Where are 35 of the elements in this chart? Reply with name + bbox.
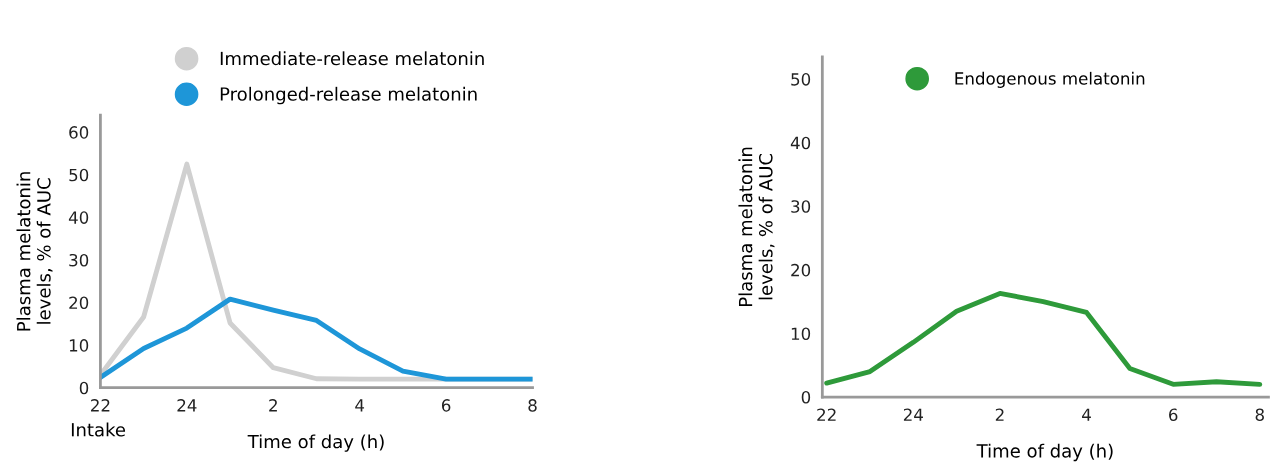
x-tick-label: 4: [355, 399, 365, 412]
y-tick-label: 20: [791, 263, 811, 277]
x-tick-label: 8: [528, 399, 537, 412]
x-axis-title: Time of day (h): [976, 443, 1113, 462]
y-axis-title: Plasma melatonin levels, % of AUC: [16, 172, 53, 331]
x-tick-label: 22: [817, 408, 836, 421]
y-tick-label: 0: [79, 381, 89, 395]
legend-label: Endogenous melatonin: [955, 71, 1145, 88]
x-tick-label: 6: [1169, 408, 1178, 422]
x-tick-label: 6: [441, 399, 451, 412]
y-tick-label: 50: [791, 73, 811, 86]
y-tick-label: 10: [69, 339, 89, 352]
x-tick-label: 2: [269, 399, 277, 412]
legend-label: Immediate-release melatonin: [220, 51, 484, 66]
y-tick-label: 0: [801, 390, 811, 404]
text: Intake: [71, 422, 126, 437]
x-tick-label: 4: [1082, 408, 1091, 421]
x-tick-label: 24: [177, 399, 197, 412]
x-tick-label: 24: [903, 408, 923, 421]
y-tick-label: 60: [69, 126, 89, 139]
line-series: [100, 296, 533, 382]
y-tick-label: 50: [69, 168, 89, 182]
y-tick-label: 10: [791, 327, 811, 341]
y-axis-title: Plasma melatonin levels, % of AUC: [738, 147, 775, 306]
x-tick-label: 2: [995, 408, 1004, 421]
x-tick-label: 22: [91, 399, 110, 412]
y-tick-label: 30: [791, 200, 811, 213]
y-tick-label: 40: [68, 211, 89, 224]
y-tick-label: 40: [790, 136, 811, 150]
legend-label: Prolonged-release melatonin: [220, 86, 477, 105]
y-tick-label: 30: [69, 253, 89, 267]
y-tick-label: 20: [69, 296, 89, 310]
x-axis-title: Time of day (h): [247, 434, 384, 452]
x-tick-label: 8: [1255, 408, 1264, 422]
line-series: [824, 290, 1263, 387]
